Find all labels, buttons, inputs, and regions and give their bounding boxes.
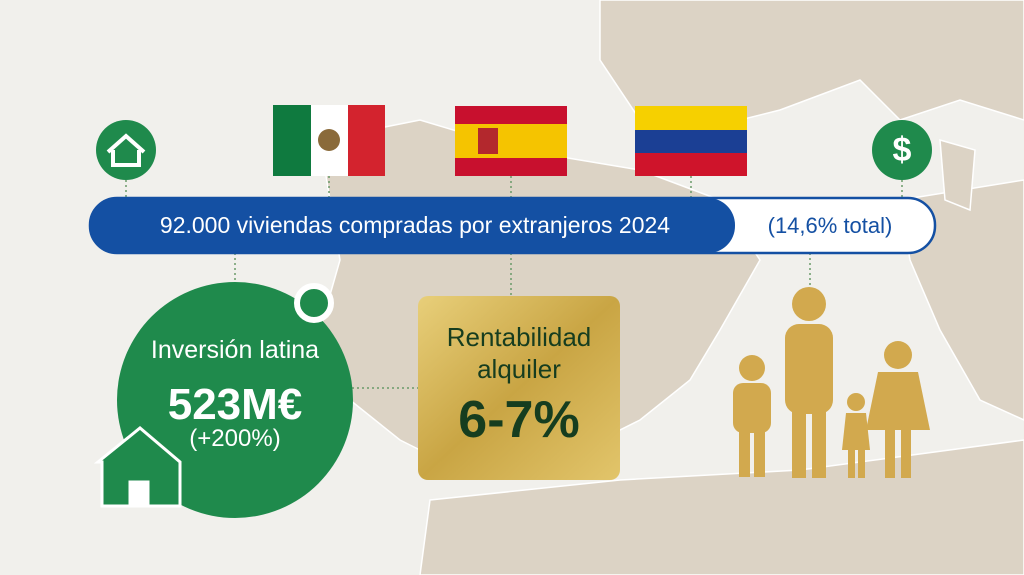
- banner-text: 92.000 viviendas compradas por extranjer…: [159, 212, 671, 238]
- banner-fill: [90, 198, 735, 253]
- investment-title: Inversión latina: [150, 336, 320, 364]
- investment-change: (+200%): [189, 425, 281, 452]
- dollar-sign: $: [892, 130, 912, 169]
- map: [319, 0, 1024, 575]
- rental-card: [418, 296, 620, 480]
- flag-mexico: [273, 105, 385, 176]
- rental-title: Rentabilidad alquiler: [446, 322, 592, 384]
- flag-venezuela: [635, 106, 747, 176]
- connectors: [125, 176, 903, 389]
- house-icon: [96, 120, 156, 180]
- dot: [294, 283, 334, 323]
- family: [733, 287, 930, 478]
- house-glyph: [106, 133, 146, 167]
- flag-spain: [455, 106, 567, 176]
- banner-share: (14,6% total): [767, 212, 893, 238]
- house-big: [93, 426, 182, 508]
- dollar-icon: [872, 120, 932, 180]
- rental-value: 6-7%: [458, 391, 580, 449]
- investment-value: 523M€: [167, 380, 303, 429]
